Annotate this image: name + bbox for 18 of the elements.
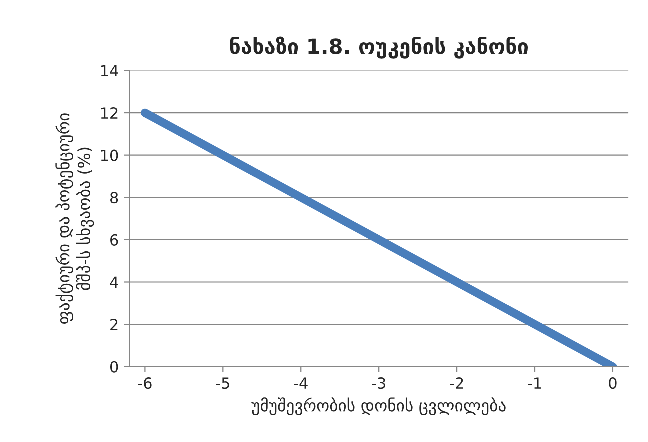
x-tick-label: -6 bbox=[138, 378, 152, 390]
x-axis-title: უმუშევრობის დონის ცვლილება bbox=[252, 398, 506, 416]
x-tick-label: -1 bbox=[528, 378, 542, 389]
y-tick-label: 14 bbox=[101, 65, 118, 77]
y-tick-label: 2 bbox=[110, 319, 118, 330]
y-tick-label: 0 bbox=[110, 361, 118, 373]
chart-title: ნახაზი 1.8. ოუკენის კანონი bbox=[230, 36, 528, 59]
x-tick-label: -2 bbox=[450, 378, 464, 389]
x-tick-label: -5 bbox=[216, 378, 230, 390]
x-tick-label: -4 bbox=[294, 378, 308, 389]
y-tick-label: 6 bbox=[110, 234, 118, 246]
y-tick-label: 12 bbox=[101, 107, 118, 119]
y-tick-label: 10 bbox=[101, 150, 118, 162]
y-axis-title: ფაქტიური და პოტენციური მშპ-ს სხვაობა (%) bbox=[56, 114, 94, 324]
y-tick-label: 8 bbox=[110, 192, 118, 204]
x-tick-label: 0 bbox=[609, 378, 617, 390]
y-tick-label: 4 bbox=[110, 276, 118, 288]
x-tick-label: -3 bbox=[372, 378, 386, 390]
